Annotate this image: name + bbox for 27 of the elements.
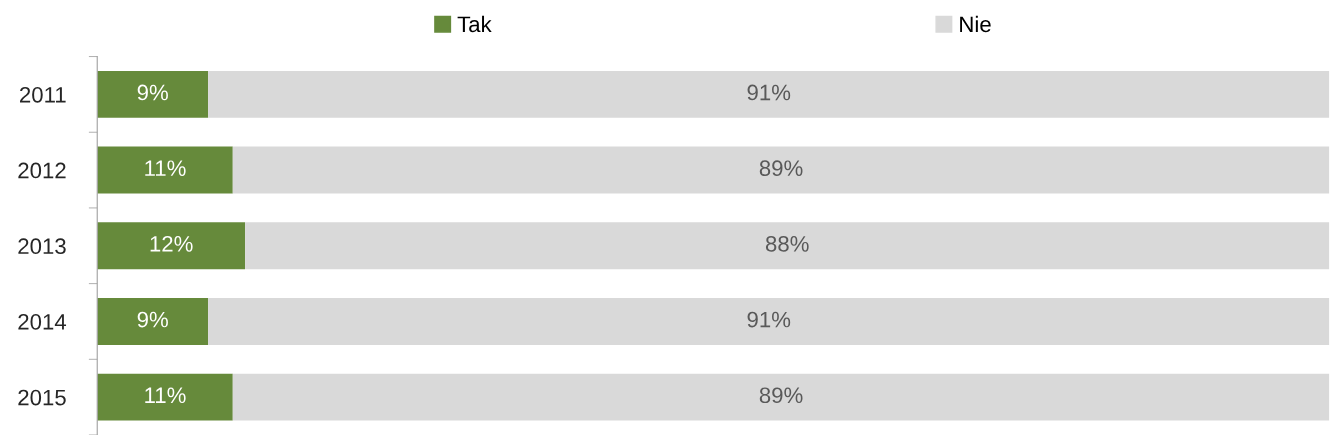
data-label: 89% bbox=[759, 160, 803, 177]
bar bbox=[97, 298, 209, 345]
data-label: 91% bbox=[747, 84, 791, 101]
data-label: 89% bbox=[759, 387, 803, 404]
bar bbox=[208, 298, 1330, 345]
data-label: 91% bbox=[747, 311, 791, 328]
legend-label: Tak bbox=[457, 15, 492, 33]
data-label: 11% bbox=[145, 387, 186, 404]
data-label: 88% bbox=[765, 236, 809, 252]
bar bbox=[97, 373, 233, 421]
y-tick-label: 2014 bbox=[18, 314, 67, 330]
data-label: 11% bbox=[145, 160, 186, 176]
bar bbox=[208, 70, 1330, 118]
y-tick-label: 2011 bbox=[20, 86, 66, 103]
legend-label: Nie bbox=[960, 15, 991, 33]
bar bbox=[97, 70, 209, 118]
bar bbox=[245, 222, 1330, 270]
data-label: 9% bbox=[137, 84, 168, 101]
y-tick-label: 2015 bbox=[18, 389, 66, 406]
bar bbox=[232, 373, 1330, 421]
y-tick-label: 2012 bbox=[18, 162, 66, 179]
data-label: 9% bbox=[137, 311, 168, 328]
y-tick-label: 2013 bbox=[18, 238, 66, 255]
bar bbox=[97, 222, 246, 270]
data-label: 12% bbox=[150, 236, 193, 252]
bar bbox=[97, 146, 233, 194]
bar bbox=[232, 146, 1330, 194]
